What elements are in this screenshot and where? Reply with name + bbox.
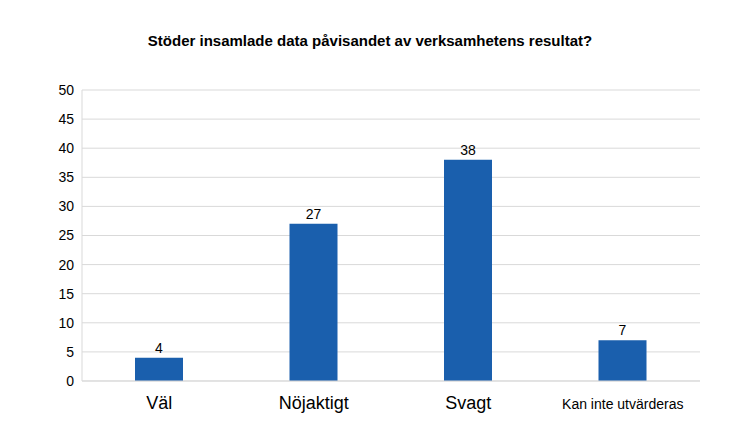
svg-text:30: 30 [58,198,74,214]
svg-text:5: 5 [66,344,74,360]
svg-text:Väl: Väl [146,393,172,413]
svg-text:Kan inte utvärderas: Kan inte utvärderas [562,396,683,412]
svg-text:45: 45 [58,111,74,127]
svg-text:Nöjaktigt: Nöjaktigt [279,393,349,413]
html-text:Stöder insamlade data påvisand: Stöder insamlade data påvisandet av verk… [147,32,593,49]
svg-text:27: 27 [306,206,322,222]
svg-text:35: 35 [58,169,74,185]
svg-text:38: 38 [460,142,476,158]
svg-text:15: 15 [58,286,74,302]
svg-text:10: 10 [58,315,74,331]
svg-text:0: 0 [66,373,74,389]
svg-text:Svagt: Svagt [445,393,491,413]
svg-text:4: 4 [155,340,163,356]
svg-text:40: 40 [58,140,74,156]
svg-text:20: 20 [58,257,74,273]
svg-text:50: 50 [58,82,74,98]
svg-text:7: 7 [619,322,627,338]
svg-text:25: 25 [58,227,74,243]
